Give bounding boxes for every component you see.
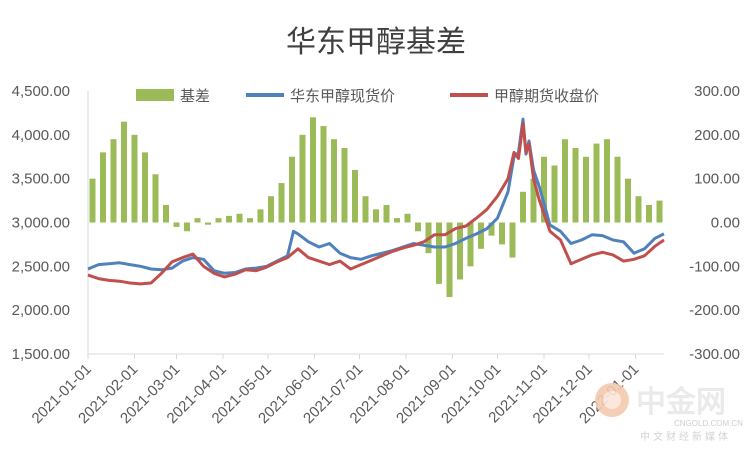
basis-bar-0 — [89, 178, 96, 223]
basis-bar-4 — [131, 134, 138, 223]
basis-bar-44 — [551, 165, 558, 223]
basis-bar-34 — [446, 222, 453, 298]
y-left-tick-label-2: 3,500.00 — [12, 171, 70, 188]
basis-bar-5 — [142, 152, 148, 223]
basis-bar-11 — [205, 222, 211, 225]
y-left-tick-label-5: 2,000.00 — [12, 302, 70, 319]
price-lines — [87, 117, 665, 286]
chart-title: 华东甲醇基差 — [286, 25, 466, 60]
y-left-tick-label-0: 4,500.00 — [12, 83, 70, 100]
basis-bar-49 — [604, 139, 610, 223]
basis-bar-25 — [352, 169, 358, 223]
y-right-tick-label-0: 300.00 — [694, 83, 740, 100]
y-left-tick-label-3: 3,000.00 — [12, 215, 70, 232]
basis-bar-21 — [310, 117, 316, 223]
y-right-tick-label-4: -100.00 — [689, 258, 740, 275]
basis-bar-22 — [320, 126, 327, 223]
basis-bar-53 — [646, 204, 652, 223]
basis-bar-35 — [457, 222, 463, 280]
basis-bar-13 — [226, 215, 232, 223]
y-right-tick-label-5: -200.00 — [689, 302, 740, 319]
y-right-tick-label-2: 100.00 — [694, 171, 740, 188]
basis-bar-43 — [541, 156, 547, 223]
basis-bar-17 — [268, 196, 274, 223]
legend-label-futures: 甲醇期货收盘价 — [494, 87, 599, 105]
y-right-tick-label-6: -300.00 — [689, 346, 740, 363]
basis-bar-38 — [488, 222, 495, 236]
futures-price-line — [87, 121, 665, 286]
legend-swatch-basis — [136, 89, 174, 101]
watermark-brand: 中金网 — [636, 385, 726, 420]
basis-bar-48 — [593, 143, 600, 223]
basis-bar-12 — [215, 218, 222, 223]
basis-bar-33 — [436, 222, 442, 284]
basis-bar-42 — [530, 178, 537, 223]
axes — [87, 91, 664, 359]
basis-bar-9 — [184, 222, 190, 232]
basis-bar-26 — [362, 196, 369, 223]
y-left-tick-label-6: 1,500.00 — [12, 346, 70, 363]
basis-bar-19 — [289, 156, 295, 223]
y-right-tick-label-3: 0.00 — [711, 215, 740, 232]
basis-bar-50 — [614, 156, 621, 223]
basis-bar-52 — [635, 196, 642, 223]
basis-bar-47 — [583, 156, 589, 223]
basis-bar-37 — [478, 222, 484, 249]
legend-label-spot: 华东甲醇现货价 — [290, 87, 395, 105]
y-right-tick-label-1: 200.00 — [694, 127, 740, 144]
watermark-url: CNGOLD.COM.CN — [674, 419, 743, 428]
basis-bar-23 — [331, 139, 337, 223]
basis-bar-18 — [278, 183, 285, 223]
y-left-tick-label-4: 2,500.00 — [12, 258, 70, 275]
basis-bar-24 — [341, 147, 348, 223]
basis-bar-45 — [562, 139, 568, 223]
basis-bar-39 — [499, 222, 505, 245]
basis-bar-14 — [236, 213, 243, 223]
basis-bar-2 — [110, 139, 117, 223]
basis-bar-36 — [467, 222, 474, 267]
basis-bar-28 — [383, 204, 390, 223]
basis-bar-1 — [100, 152, 106, 223]
basis-bar-6 — [152, 174, 159, 223]
legend-label-basis: 基差 — [180, 87, 210, 105]
y-left-tick-label-1: 4,000.00 — [12, 127, 70, 144]
basis-bar-31 — [415, 222, 421, 232]
basis-bar-41 — [520, 191, 526, 223]
watermark-slogan: 中文财经新媒体 — [640, 430, 731, 443]
basis-bar-7 — [163, 204, 169, 223]
watermark: 中金网 CNGOLD.COM.CN 中文财经新媒体 — [595, 383, 743, 443]
basis-bar-20 — [299, 134, 306, 223]
basis-bar-16 — [257, 209, 264, 223]
legend: 基差 华东甲醇现货价 甲醇期货收盘价 — [136, 87, 599, 105]
basis-bars — [89, 117, 663, 298]
basis-bar-3 — [121, 121, 127, 223]
basis-bar-27 — [373, 209, 379, 223]
basis-bar-8 — [173, 222, 180, 227]
watermark-logo-inner-icon — [603, 391, 621, 409]
basis-bar-15 — [247, 218, 253, 223]
basis-bar-30 — [404, 213, 411, 223]
basis-bar-54 — [656, 200, 663, 223]
basis-bar-29 — [394, 218, 400, 223]
basis-bar-40 — [509, 222, 516, 258]
basis-bar-51 — [625, 178, 631, 223]
basis-bar-46 — [572, 147, 579, 223]
basis-bar-10 — [194, 218, 201, 223]
